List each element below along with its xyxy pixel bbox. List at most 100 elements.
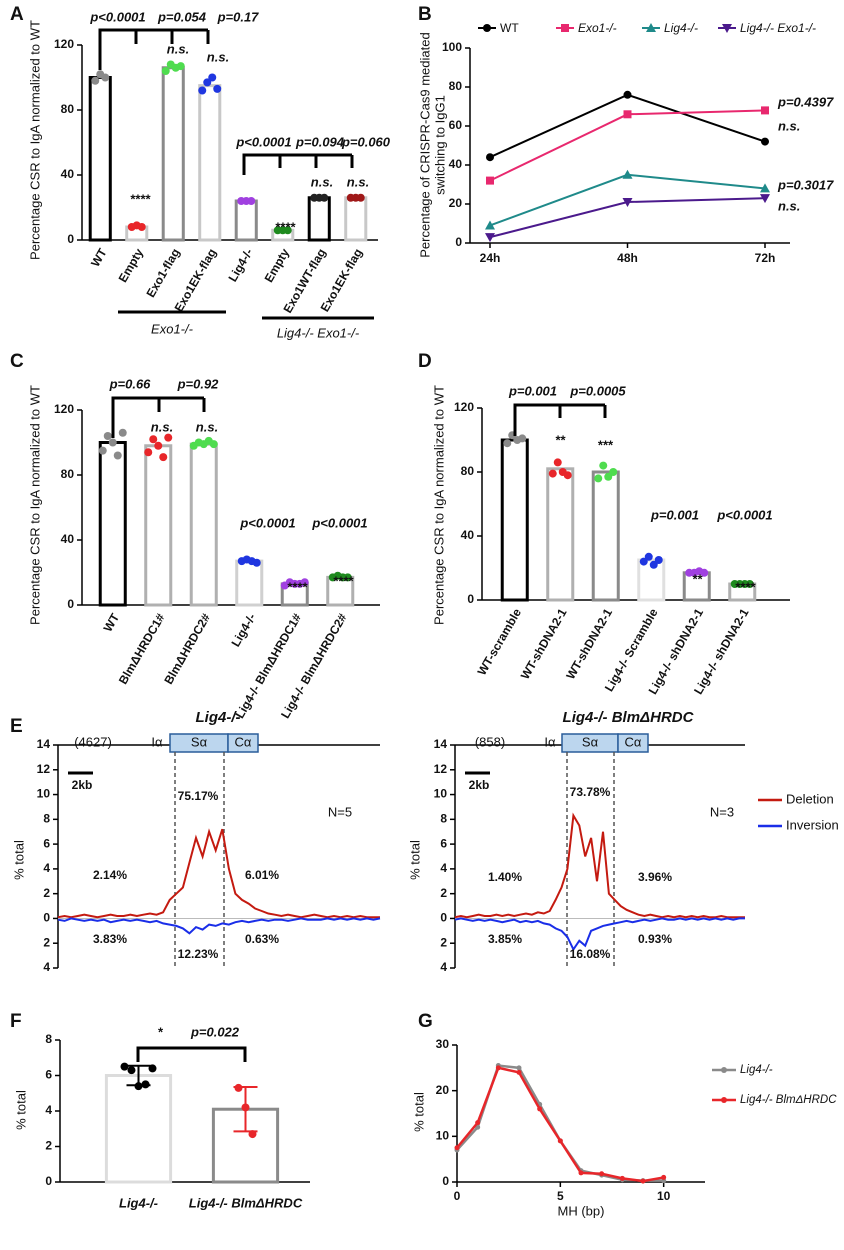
y-tick-label: 0	[455, 235, 462, 249]
annotation: n.s.	[347, 174, 369, 189]
bracket	[98, 28, 210, 70]
y-tick-label: 0	[440, 911, 447, 925]
marker	[485, 233, 495, 243]
x-tick-label: WT-scramble	[475, 606, 525, 678]
data-point	[234, 1083, 243, 1092]
y-tick-label: 2	[43, 886, 50, 900]
data-point	[700, 568, 709, 577]
x-tick-label: Empty	[262, 246, 293, 285]
marker	[623, 110, 632, 119]
y-tick-label: 2	[45, 1139, 52, 1153]
panel-title: Lig4-/- BlmΔHRDC	[563, 709, 695, 726]
series-line	[456, 1064, 664, 1182]
annotation: p=0.17	[217, 9, 260, 24]
x-tick-label: Lig4-/-	[228, 611, 258, 649]
bar	[591, 470, 620, 602]
bar	[500, 438, 529, 602]
data-point	[148, 1064, 157, 1073]
y-tick-label: 120	[54, 37, 74, 51]
y-tick-label: 6	[45, 1068, 52, 1082]
annotation: p=0.3017	[777, 177, 834, 192]
read-count: (858)	[475, 734, 505, 749]
data-point	[503, 439, 512, 448]
x-tick-label: WT	[88, 246, 110, 270]
y-tick-label: 100	[442, 40, 462, 54]
data-point	[161, 67, 170, 75]
data-point	[548, 469, 557, 478]
y-tick-label: 0	[43, 911, 50, 925]
read-count: (4627)	[74, 734, 112, 749]
data-point	[320, 193, 329, 202]
y-tick-label: 4	[440, 861, 447, 875]
marker	[454, 1145, 460, 1151]
data-point	[649, 560, 658, 569]
marker	[485, 220, 495, 230]
legend-label: Lig4-/- Exo1-/-	[740, 21, 816, 35]
annotation: p<0.0001	[239, 515, 295, 530]
region-label: Iα	[544, 734, 556, 749]
bar	[198, 84, 222, 242]
y-tick-label: 0	[67, 232, 74, 246]
series-line	[489, 93, 766, 159]
data-point	[213, 84, 222, 93]
bar	[98, 441, 127, 607]
data-point	[609, 468, 618, 476]
region-label: Cα	[625, 734, 642, 749]
x-tick-label: BlmΔHRDC2#	[161, 611, 213, 687]
bar	[234, 199, 258, 242]
annotation: p=0.92	[177, 376, 220, 391]
marker	[622, 169, 633, 179]
legend-label: Lig4-/-	[664, 21, 698, 35]
x-tick-label: 48h	[617, 251, 638, 265]
y-tick-label: 4	[43, 960, 50, 974]
marker	[483, 24, 491, 32]
annotation: ****	[275, 219, 296, 234]
x-tick-label: WT	[101, 611, 123, 635]
marker	[760, 194, 770, 204]
y-tick-label: 20	[449, 196, 463, 210]
y-tick-label: 6	[440, 836, 447, 850]
bar	[344, 196, 368, 242]
marker	[622, 198, 633, 208]
marker	[761, 106, 769, 115]
marker	[619, 1175, 625, 1181]
annotation: p<0.0001	[311, 515, 367, 530]
bracket	[136, 1046, 247, 1062]
data-point	[164, 433, 173, 442]
legend-label: Lig4-/-	[740, 1064, 773, 1076]
data-point	[644, 552, 653, 561]
y-tick-label: 12	[37, 762, 51, 776]
y-tick-label: 40	[61, 167, 75, 181]
region-label: Cα	[235, 734, 252, 749]
x-tick-label: 0	[454, 1189, 461, 1203]
marker	[495, 1065, 501, 1071]
group-label: Lig4-/- Exo1-/-	[277, 325, 360, 340]
data-point	[101, 73, 110, 82]
x-tick-label: BlmΔHRDC1#	[116, 611, 168, 687]
marker	[475, 1120, 481, 1126]
panel-label: A	[10, 4, 24, 25]
profile-line	[454, 812, 745, 919]
marker	[578, 1170, 584, 1176]
profile-line	[454, 917, 745, 952]
annotation: p=0.001	[508, 383, 557, 398]
region-label: Iα	[151, 734, 163, 749]
y-tick-label: 0	[467, 592, 474, 606]
bar	[144, 444, 173, 607]
annotation: p=0.4397	[777, 94, 834, 109]
y-tick-label: 2	[43, 935, 50, 949]
y-tick-label: 0	[45, 1174, 52, 1188]
panel-label: C	[10, 351, 24, 372]
annotation: ****	[287, 579, 308, 594]
y-axis-label: % total	[411, 1092, 426, 1132]
x-tick-label: WT-shDNA2-1	[563, 606, 615, 682]
x-tick-label: 24h	[480, 251, 501, 265]
x-tick-label: 5	[557, 1189, 564, 1203]
bar	[189, 442, 218, 607]
data-point	[120, 1062, 129, 1071]
y-tick-label: 40	[61, 532, 75, 546]
data-point	[144, 448, 153, 457]
y-tick-label: 80	[449, 79, 463, 93]
y-axis-label: switching to IgG1	[432, 95, 447, 195]
